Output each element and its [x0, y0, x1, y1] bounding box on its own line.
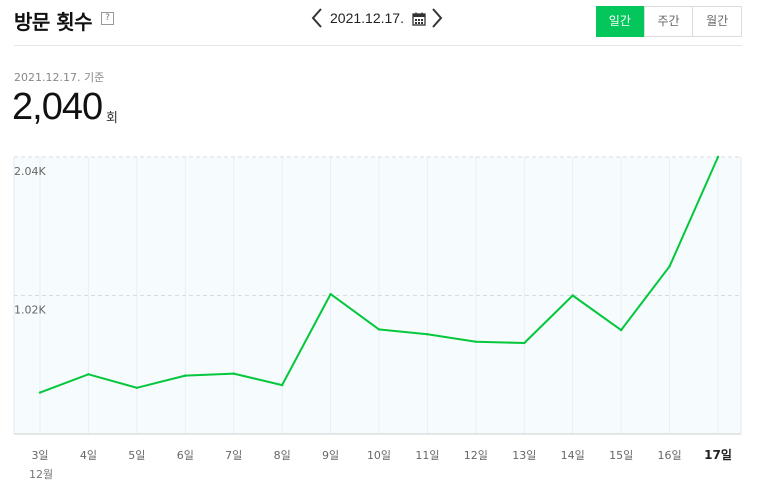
data-point [135, 386, 139, 390]
x-tick-label: 12일 [464, 448, 488, 462]
x-tick-label: 8일 [274, 448, 291, 462]
data-point [668, 265, 671, 268]
chevron-left-icon[interactable] [308, 4, 326, 32]
current-date: 2021.12.17. [330, 10, 404, 26]
data-point [184, 374, 187, 377]
x-tick-label: 4일 [80, 448, 97, 462]
help-icon[interactable]: ? [101, 12, 114, 25]
tab-weekly[interactable]: 주간 [643, 7, 693, 36]
page-title: 방문 횟수 [14, 10, 93, 34]
calendar-icon[interactable] [412, 11, 426, 26]
visit-count-unit: 회 [106, 111, 118, 126]
data-point [87, 373, 90, 376]
x-tick-label: 13일 [512, 448, 536, 462]
x-tick-label: 16일 [658, 448, 682, 462]
data-point [426, 332, 429, 336]
visit-count-value: 2,040 [12, 86, 103, 128]
x-tick-label: 11일 [415, 448, 439, 462]
data-point [280, 383, 284, 387]
tab-daily[interactable]: 일간 [596, 6, 644, 37]
header-divider [14, 45, 742, 46]
x-tick-label: 7일 [225, 448, 242, 462]
x-tick-label: 5일 [128, 448, 145, 462]
data-point [329, 292, 332, 296]
data-point [474, 340, 478, 343]
x-tick-label: 3일 [31, 448, 48, 462]
x-tick-label: 9일 [322, 448, 339, 462]
y-tick-label: 1.02K [14, 304, 46, 317]
y-tick-label: 2.04K [14, 165, 46, 178]
basis-date-label: 2021.12.17. 기준 [14, 71, 105, 84]
chevron-right-icon[interactable] [428, 4, 446, 32]
period-tabs: 일간 주간 월간 [596, 6, 742, 37]
data-point [38, 391, 42, 394]
x-group-label: 12월 [29, 468, 54, 481]
x-tick-label: 10일 [367, 448, 391, 462]
x-tick-label: 15일 [609, 448, 633, 462]
data-point [523, 341, 526, 345]
x-tick-label: 6일 [177, 448, 194, 462]
data-point [232, 372, 235, 375]
x-tick-label: 17일 [704, 448, 732, 462]
data-point [377, 328, 381, 331]
data-point [716, 155, 720, 159]
tab-monthly[interactable]: 월간 [692, 7, 742, 36]
data-point [619, 328, 623, 332]
x-tick-label: 14일 [561, 448, 585, 462]
data-point [571, 294, 574, 297]
